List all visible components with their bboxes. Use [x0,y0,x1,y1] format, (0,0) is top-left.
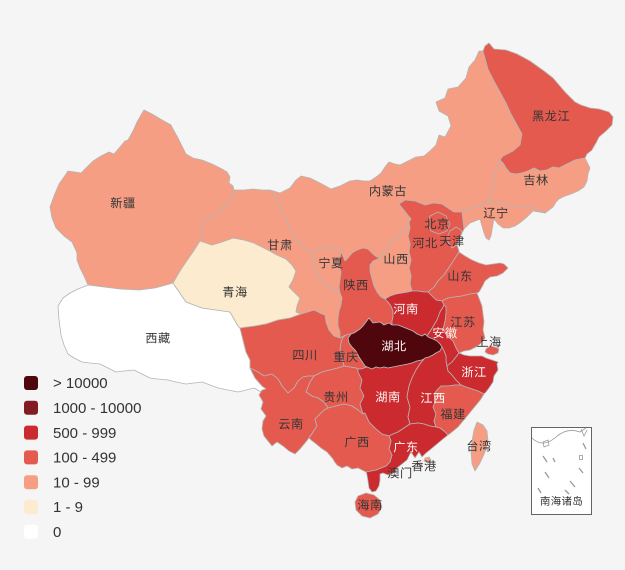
svg-text:1 - 9: 1 - 9 [53,499,83,516]
svg-text:> 10000: > 10000 [53,375,108,392]
svg-text:10 - 99: 10 - 99 [53,474,100,491]
svg-text:0: 0 [53,524,61,541]
svg-text:100 - 499: 100 - 499 [53,450,116,467]
svg-text:500 - 999: 500 - 999 [53,425,116,442]
svg-text:1000 - 10000: 1000 - 10000 [53,400,141,417]
